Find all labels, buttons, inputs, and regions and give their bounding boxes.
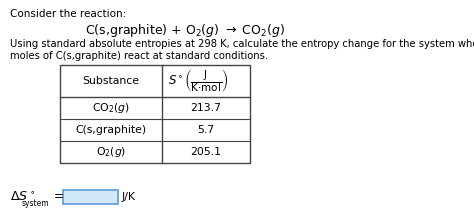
Bar [60,65,250,163]
Bar [63,190,118,204]
Text: $\left(\dfrac{\mathrm{J}}{\mathrm{K{\cdot}mol}}\right)$: $\left(\dfrac{\mathrm{J}}{\mathrm{K{\cdo… [184,68,228,95]
Text: 205.1: 205.1 [191,147,221,157]
Text: =: = [54,190,64,203]
Text: C(s,graphite): C(s,graphite) [75,125,146,135]
Text: moles of C(s,graphite) react at standard conditions.: moles of C(s,graphite) react at standard… [10,51,268,61]
Text: $\Delta S^\circ$: $\Delta S^\circ$ [10,190,35,204]
Text: $S^\circ$: $S^\circ$ [168,75,184,88]
Text: O$_2$($g$): O$_2$($g$) [96,145,126,159]
Text: CO$_2$($g$): CO$_2$($g$) [92,101,130,115]
Text: 213.7: 213.7 [191,103,221,113]
Text: C(s,graphite) + O$_2$($g$) $\rightarrow$ CO$_2$($g$): C(s,graphite) + O$_2$($g$) $\rightarrow$… [85,22,285,39]
Text: 5.7: 5.7 [198,125,215,135]
Text: system: system [22,199,50,207]
Text: J/K: J/K [122,192,136,202]
Text: Consider the reaction:: Consider the reaction: [10,9,126,19]
Text: Substance: Substance [82,76,139,86]
Text: Using standard absolute entropies at 298 K, calculate the entropy change for the: Using standard absolute entropies at 298… [10,39,474,49]
